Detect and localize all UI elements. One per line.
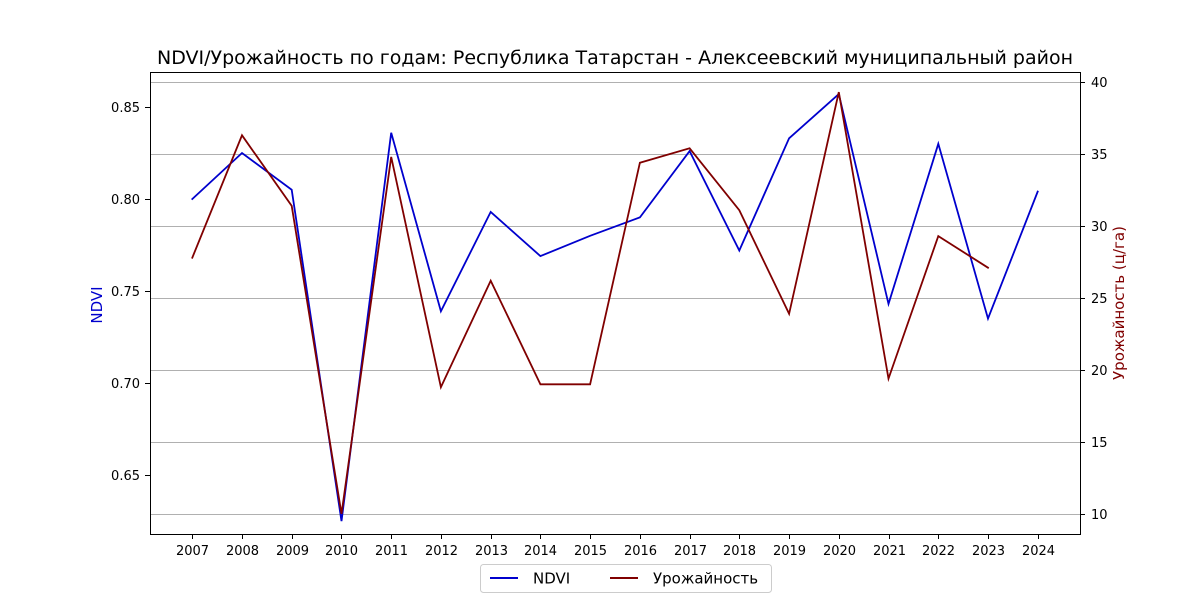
x-tick-label-2024: 2024 — [1022, 544, 1055, 559]
legend-label-yield: Урожайность — [653, 570, 758, 588]
left-y-tick-label-1: 0.70 — [111, 377, 140, 392]
x-tick-label-2023: 2023 — [972, 544, 1005, 559]
series-line-yield — [191, 91, 990, 515]
plot-frame — [150, 72, 1081, 535]
left-y-tick-label-4: 0.85 — [111, 101, 140, 116]
left-y-tick-label-2: 0.75 — [111, 285, 140, 300]
x-tick-label-2014: 2014 — [524, 544, 557, 559]
right-y-tick-label-20: 20 — [1091, 364, 1108, 379]
x-tick-label-2012: 2012 — [425, 544, 458, 559]
right-y-tick-label-35: 35 — [1091, 148, 1108, 163]
left-y-axis: 0.65 0.70 0.75 0.80 0.85 — [111, 101, 150, 484]
legend-label-ndvi: NDVI — [533, 570, 570, 588]
left-y-tick-label-3: 0.80 — [111, 193, 140, 208]
legend: NDVI Урожайность — [480, 564, 772, 593]
right-y-tick-label-40: 40 — [1091, 76, 1108, 91]
right-y-axis: 10 15 20 25 30 35 40 — [1080, 76, 1108, 523]
right-y-axis-label: Урожайность (ц/га) — [1110, 226, 1128, 380]
chart-title: NDVI/Урожайность по годам: Республика Та… — [157, 47, 1073, 69]
x-tick-label-2008: 2008 — [226, 544, 259, 559]
right-y-tick-label-15: 15 — [1091, 436, 1108, 451]
x-tick-label-2009: 2009 — [276, 544, 309, 559]
x-tick-label-2010: 2010 — [325, 544, 358, 559]
left-y-tick-label-0: 0.65 — [111, 469, 140, 484]
right-y-tick-label-30: 30 — [1091, 220, 1108, 235]
x-tick-label-2020: 2020 — [823, 544, 856, 559]
x-tick-label-2015: 2015 — [574, 544, 607, 559]
series-line-ndvi — [191, 92, 1039, 522]
right-y-tick-label-25: 25 — [1091, 292, 1108, 307]
x-tick-label-2021: 2021 — [873, 544, 906, 559]
right-y-tick-label-10: 10 — [1091, 508, 1108, 523]
x-tick-label-2013: 2013 — [475, 544, 508, 559]
x-tick-label-2016: 2016 — [624, 544, 657, 559]
x-tick-label-2007: 2007 — [176, 544, 209, 559]
x-tick-label-2022: 2022 — [922, 544, 955, 559]
x-axis: 2007 2008 2009 2010 2011 2012 2013 2014 2015 2016… — [176, 534, 1055, 559]
x-tick-label-2018: 2018 — [723, 544, 756, 559]
x-tick-label-2019: 2019 — [773, 544, 806, 559]
x-tick-label-2017: 2017 — [674, 544, 707, 559]
gridlines — [150, 82, 1080, 515]
series-lines — [191, 91, 1039, 522]
left-y-axis-label: NDVI — [88, 286, 106, 323]
x-tick-label-2011: 2011 — [375, 544, 408, 559]
